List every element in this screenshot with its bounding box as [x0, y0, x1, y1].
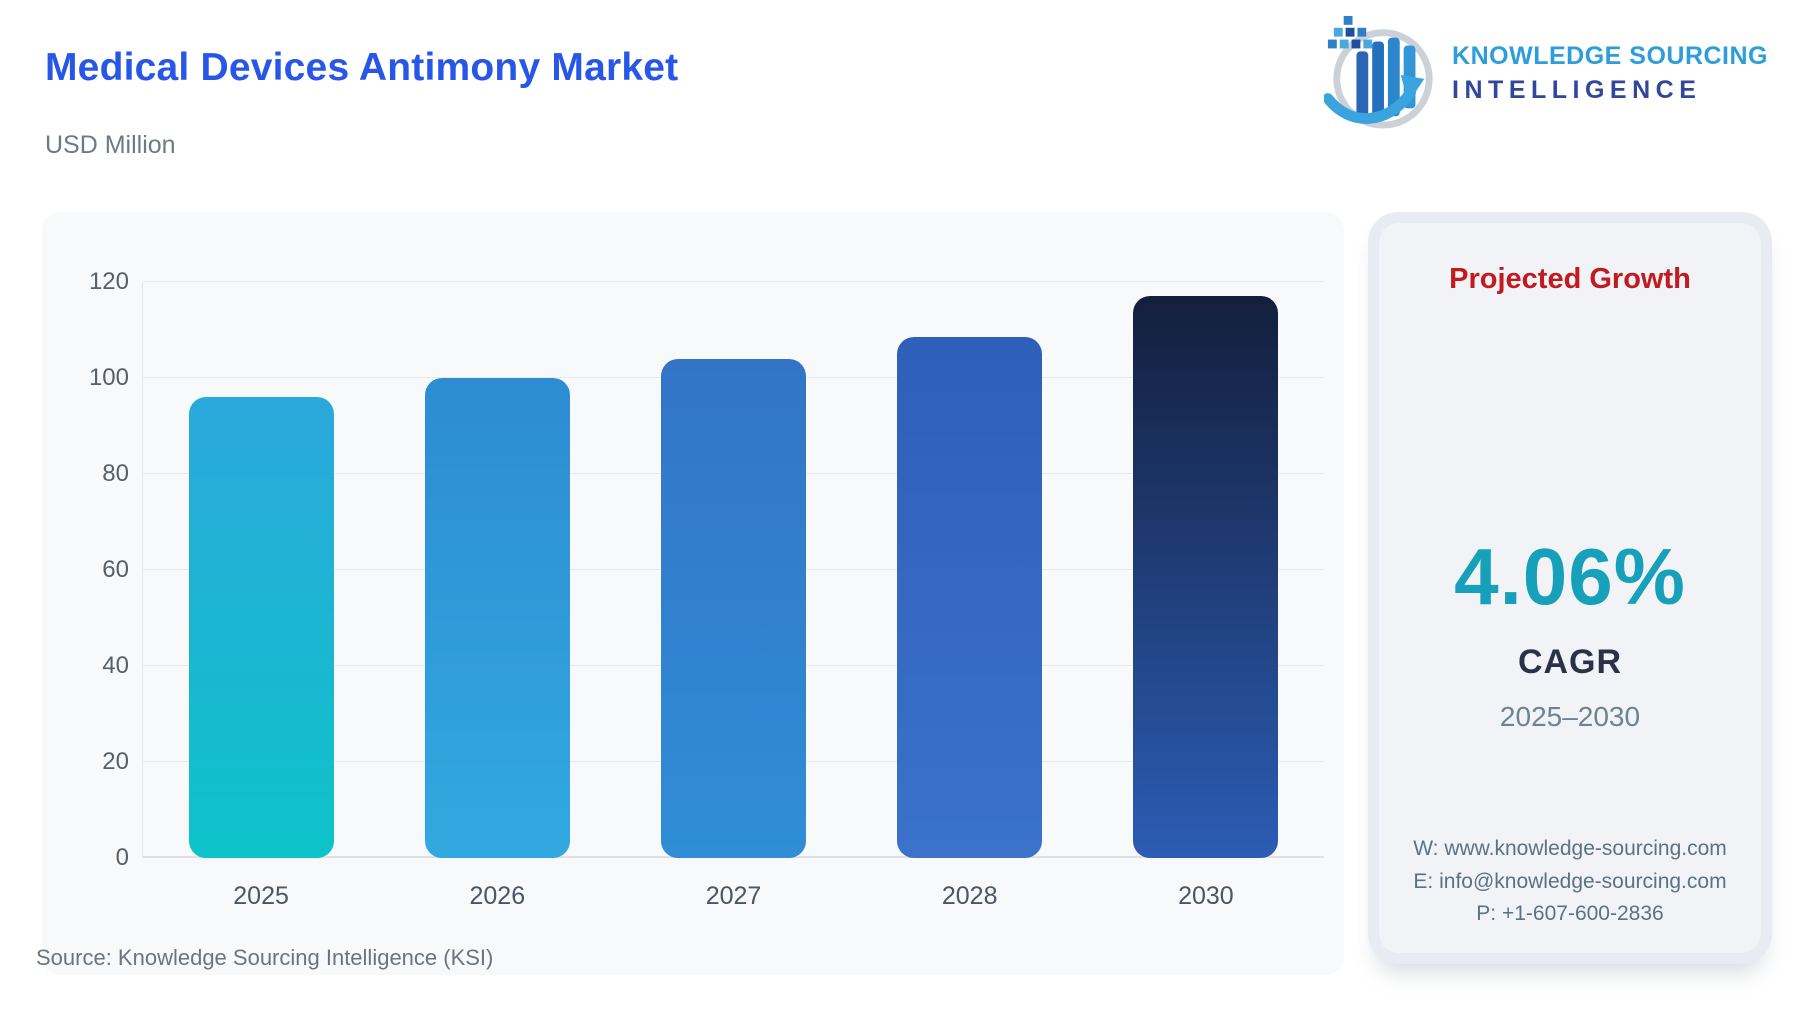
- cagr-label: CAGR: [1517, 643, 1623, 681]
- projected-growth-panel-frame: Projected Growth 4.06% CAGR 2025–2030 W:…: [1368, 212, 1772, 964]
- contact-website: W: www.knowledge-sourcing.com: [1413, 837, 1727, 861]
- x-axis-label-2030: 2030: [1178, 882, 1234, 910]
- globe-bar-chart-arrow-icon: [1324, 15, 1433, 129]
- logo-line-knowledge-sourcing: KNOWLEDGE SOURCING: [1452, 41, 1768, 70]
- contact-phone: P: +1-607-600-2836: [1476, 902, 1664, 926]
- projected-growth-panel: Projected Growth 4.06% CAGR 2025–2030 W:…: [1379, 223, 1761, 953]
- bar-2026: [424, 378, 570, 858]
- bar-chart-card: 0 20 40 60 80 100 120 2025 2026 2027 2028 2030: [42, 212, 1344, 975]
- page-title: Medical Devices Antimony Market: [45, 46, 679, 89]
- x-axis-label-2028: 2028: [941, 882, 998, 910]
- projected-growth-heading: Projected Growth: [1449, 263, 1691, 295]
- contact-block: W: www.knowledge-sourcing.com E: info@kn…: [1379, 833, 1761, 931]
- y-axis-tick-80: 80: [102, 460, 129, 488]
- contact-email: E: info@knowledge-sourcing.com: [1413, 869, 1727, 893]
- y-axis-tick-40: 40: [102, 652, 129, 680]
- y-axis-tick-100: 100: [88, 364, 129, 391]
- source-note: Source: Knowledge Sourcing Intelligence …: [36, 945, 494, 970]
- y-axis-tick-20: 20: [102, 748, 129, 776]
- y-axis-tick-60: 60: [102, 556, 129, 583]
- unit-label: USD Million: [45, 131, 176, 159]
- bar-2030: [1133, 296, 1279, 858]
- logo-line-intelligence: INTELLIGENCE: [1452, 75, 1702, 104]
- bar-2027: [661, 358, 806, 858]
- cagr-period: 2025–2030: [1499, 701, 1641, 732]
- logo-text: KNOWLEDGE SOURCING INTELLIGENCE: [1452, 42, 1768, 105]
- bar-2025: [188, 397, 334, 858]
- plot-area: 0 20 40 60 80 100 120 2025 2026 2027 2028 2030: [89, 269, 1324, 910]
- bar-2028: [897, 337, 1043, 858]
- y-axis-tick-120: 120: [88, 268, 129, 295]
- y-axis-tick-0: 0: [115, 844, 129, 871]
- gridline-120: [143, 281, 1324, 282]
- x-axis-label-2025: 2025: [233, 882, 289, 910]
- x-axis-label-2027: 2027: [705, 882, 762, 910]
- cagr-value: 4.06%: [1454, 532, 1686, 621]
- ksi-logo: KNOWLEDGE SOURCING INTELLIGENCE: [1324, 14, 1768, 132]
- x-axis-label-2026: 2026: [469, 882, 526, 910]
